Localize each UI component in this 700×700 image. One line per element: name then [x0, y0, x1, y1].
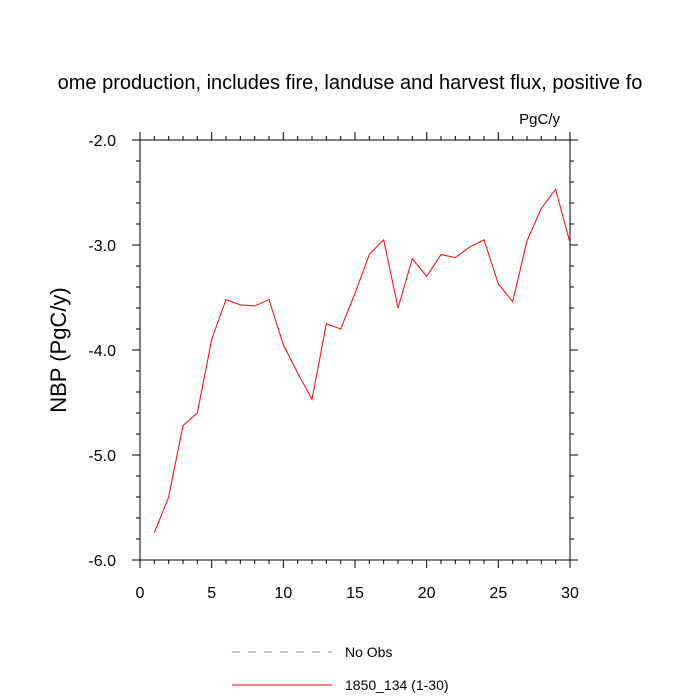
- chart-title: ome production, includes fire, landuse a…: [58, 72, 643, 94]
- x-tick-label: 15: [346, 585, 364, 602]
- x-tick-label: 0: [136, 585, 145, 602]
- x-tick-label: 5: [207, 585, 216, 602]
- units-label: PgC/y: [519, 111, 560, 128]
- y-axis-label: NBP (PgC/y): [46, 287, 71, 413]
- y-tick-label: -4.0: [88, 343, 116, 360]
- x-tick-label: 25: [489, 585, 507, 602]
- x-tick-label: 30: [561, 585, 579, 602]
- axis-tick-labels: 0 5 10 15 20 25 30 -6.0 -5.0 -4.0 -3.0 -2.0: [88, 133, 579, 602]
- legend: No Obs 1850_134 (1-30): [232, 644, 449, 693]
- plot-frame: [139, 139, 571, 561]
- y-tick-label: -5.0: [88, 448, 116, 465]
- x-tick-label: 10: [274, 585, 292, 602]
- y-tick-label: -2.0: [88, 133, 116, 150]
- y-tick-label: -3.0: [88, 238, 116, 255]
- legend-label: No Obs: [345, 644, 392, 660]
- series-lines: [153, 188, 571, 533]
- y-tick-label: -6.0: [88, 553, 116, 570]
- x-tick-label: 20: [418, 585, 436, 602]
- axis-ticks: [132, 132, 578, 568]
- series-line: [153, 188, 571, 533]
- legend-label: 1850_134 (1-30): [345, 677, 449, 693]
